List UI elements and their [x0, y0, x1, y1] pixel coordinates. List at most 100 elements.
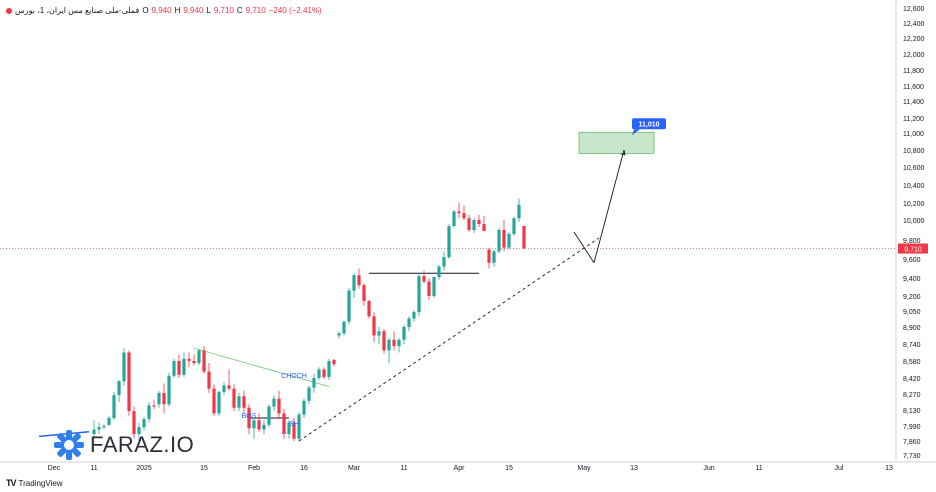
candle[interactable]	[462, 205, 466, 220]
candle[interactable]	[502, 220, 506, 252]
trendline[interactable]	[298, 237, 600, 442]
candle[interactable]	[302, 398, 306, 418]
price-axis[interactable]	[896, 0, 936, 462]
candle[interactable]	[102, 423, 106, 430]
candle[interactable]	[157, 390, 161, 408]
candle[interactable]	[337, 331, 341, 339]
candle[interactable]	[402, 324, 406, 344]
candle[interactable]	[207, 363, 211, 393]
candle[interactable]	[342, 320, 346, 336]
candle[interactable]	[452, 209, 456, 228]
candle[interactable]	[247, 404, 251, 435]
candle[interactable]	[312, 373, 316, 393]
annotation-sh[interactable]: SH	[289, 421, 299, 428]
candle[interactable]	[512, 216, 516, 236]
candle[interactable]	[177, 354, 181, 378]
candle[interactable]	[237, 392, 241, 412]
candle[interactable]	[447, 224, 451, 259]
candle[interactable]	[127, 350, 131, 416]
candle[interactable]	[292, 418, 296, 441]
candle[interactable]	[347, 287, 351, 325]
candle[interactable]	[507, 232, 511, 250]
candle[interactable]	[97, 422, 101, 435]
symbol-name[interactable]: فملی-ملی صنایع مس ایران، 1، بورس	[15, 6, 140, 15]
candle[interactable]	[167, 372, 171, 407]
candle[interactable]	[152, 399, 156, 409]
candle[interactable]	[367, 300, 371, 319]
candle[interactable]	[172, 358, 176, 378]
candle[interactable]	[117, 380, 121, 402]
candle[interactable]	[442, 251, 446, 271]
left-blue[interactable]	[38, 431, 90, 438]
rise-arrow[interactable]	[593, 149, 625, 263]
candle[interactable]	[327, 358, 331, 381]
candle[interactable]	[517, 198, 521, 223]
candle[interactable]	[137, 422, 141, 441]
annotation-bos[interactable]: BOS	[242, 413, 257, 420]
candle[interactable]	[92, 420, 96, 437]
candle[interactable]	[162, 383, 166, 414]
candle[interactable]	[112, 391, 116, 421]
candle[interactable]	[352, 273, 356, 298]
annotation-choch[interactable]: CHOCH	[281, 373, 307, 380]
candle[interactable]	[122, 348, 126, 386]
candle[interactable]	[262, 420, 266, 435]
candle[interactable]	[487, 247, 491, 269]
candle[interactable]	[142, 416, 146, 431]
candle[interactable]	[457, 203, 461, 219]
candle[interactable]	[377, 327, 381, 344]
candle[interactable]	[287, 420, 291, 439]
candle[interactable]	[372, 312, 376, 342]
candle[interactable]	[242, 390, 246, 414]
candle[interactable]	[132, 406, 136, 439]
candle[interactable]	[272, 395, 276, 412]
candle[interactable]	[227, 369, 231, 391]
candle[interactable]	[412, 310, 416, 322]
candle[interactable]	[257, 413, 261, 432]
candle[interactable]	[407, 316, 411, 332]
candle[interactable]	[467, 214, 471, 232]
candle[interactable]	[522, 226, 526, 249]
candle[interactable]	[417, 272, 421, 317]
choch-line[interactable]	[193, 347, 330, 387]
candle[interactable]	[472, 218, 476, 233]
candle[interactable]	[222, 382, 226, 396]
candle[interactable]	[212, 384, 216, 416]
target-zone[interactable]	[578, 131, 655, 154]
candle[interactable]	[492, 249, 496, 267]
candle[interactable]	[387, 337, 391, 364]
candle[interactable]	[217, 390, 221, 416]
tradingview-footer[interactable]: TV TradingView	[6, 478, 63, 488]
candle[interactable]	[362, 283, 366, 306]
candle[interactable]	[422, 270, 426, 284]
candle[interactable]	[232, 384, 236, 412]
candle[interactable]	[317, 367, 321, 381]
candle[interactable]	[267, 404, 271, 428]
candle[interactable]	[192, 354, 196, 366]
candle[interactable]	[432, 276, 436, 298]
candle[interactable]	[427, 278, 431, 300]
candle[interactable]	[182, 352, 186, 377]
candle[interactable]	[297, 412, 301, 441]
candle[interactable]	[382, 329, 386, 354]
candle[interactable]	[282, 408, 286, 439]
candle[interactable]	[277, 390, 281, 420]
candle[interactable]	[202, 346, 206, 374]
candle[interactable]	[307, 385, 311, 405]
candle[interactable]	[322, 367, 326, 380]
candle[interactable]	[397, 337, 401, 353]
candle[interactable]	[332, 358, 336, 367]
candle[interactable]	[357, 268, 361, 289]
candle[interactable]	[107, 415, 111, 426]
candle[interactable]	[197, 349, 201, 366]
candle[interactable]	[147, 402, 151, 423]
candle[interactable]	[497, 228, 501, 254]
candle[interactable]	[477, 214, 481, 227]
candle[interactable]	[187, 352, 191, 368]
target-badge[interactable]	[632, 118, 666, 130]
dip-arrow[interactable]	[573, 231, 595, 264]
candle[interactable]	[392, 331, 396, 351]
candle[interactable]	[482, 215, 486, 231]
candle[interactable]	[252, 418, 256, 439]
